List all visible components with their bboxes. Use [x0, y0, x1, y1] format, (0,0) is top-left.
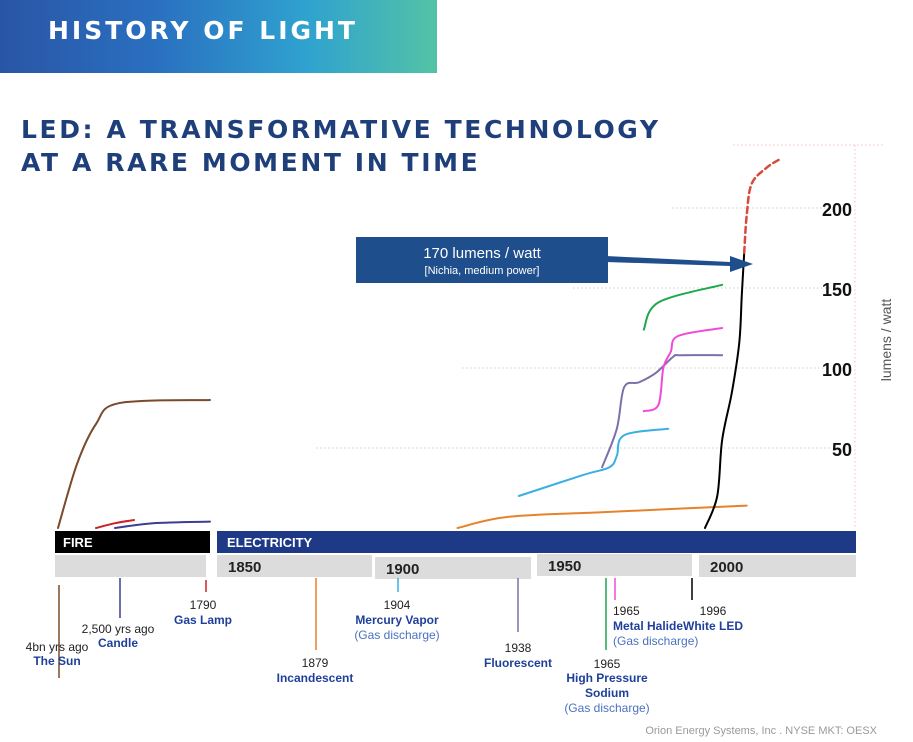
era-band-electricity: [217, 531, 856, 553]
series-line-gas-lamp: [95, 519, 135, 529]
event-year-5: 1938: [505, 641, 532, 655]
event-name-3: Incandescent: [277, 671, 354, 685]
event-year-7: 1965: [594, 657, 621, 671]
main-title: LED: A TRANSFORMATIVE TECHNOLOGY AT A RA…: [21, 113, 661, 179]
event-name-5: Fluorescent: [484, 656, 552, 670]
event-note-6: (Gas discharge): [613, 634, 698, 648]
y-tick-label-0: 50: [832, 440, 852, 460]
timeline-box-1900: [375, 557, 531, 579]
callout-box: [356, 237, 608, 283]
series-line-mercury-vapor: [517, 427, 670, 497]
timeline-box-prehistory: [55, 555, 206, 577]
event-name-8: White LED: [683, 619, 743, 633]
event-name-7-b: Sodium: [585, 686, 629, 700]
timeline-box-1850: [217, 555, 372, 577]
event-year-3: 1879: [302, 656, 329, 670]
series-line-white-led: [704, 251, 746, 529]
timeline-box-1950: [537, 554, 692, 576]
main-title-line2: AT A RARE MOMENT IN TIME: [21, 148, 481, 177]
event-year-2: 1790: [190, 598, 217, 612]
series-line-fluorescent: [601, 354, 724, 469]
event-year-8: 1996: [700, 604, 727, 618]
header-title: HISTORY OF LIGHT: [48, 16, 358, 45]
era-label-fire: FIRE: [63, 535, 93, 550]
event-name-7-a: High Pressure: [566, 671, 648, 685]
timeline-label-1900: 1900: [386, 561, 419, 578]
event-note-7: (Gas discharge): [564, 701, 649, 715]
timeline-label-1850: 1850: [228, 559, 261, 576]
event-name-0: The Sun: [33, 654, 80, 668]
callout-line1: 170 lumens / watt: [423, 245, 541, 262]
event-name-6: Metal Halide: [613, 619, 683, 633]
event-year-1: 2,500 yrs ago: [82, 622, 155, 636]
footer-credit: Orion Energy Systems, Inc . NYSE MKT: OE…: [645, 725, 877, 737]
callout-arrow: [606, 256, 753, 272]
event-year-6: 1965: [613, 604, 640, 618]
y-axis-label: lumens / watt: [878, 299, 894, 382]
timeline-label-1950: 1950: [548, 558, 581, 575]
era-label-electricity: ELECTRICITY: [227, 535, 313, 550]
callout-line2: [Nichia, medium power]: [425, 265, 540, 277]
timeline-label-2000: 2000: [710, 559, 743, 576]
timeline-box-2000: [699, 555, 856, 577]
event-year-0: 4bn yrs ago: [26, 640, 89, 654]
series-line-the-sun: [57, 399, 211, 529]
event-name-4: Mercury Vapor: [355, 613, 439, 627]
event-name-2: Gas Lamp: [174, 613, 232, 627]
event-note-4: (Gas discharge): [354, 628, 439, 642]
y-tick-label-3: 200: [822, 200, 852, 220]
series-line-incandescent: [456, 504, 748, 529]
main-title-line1: LED: A TRANSFORMATIVE TECHNOLOGY: [21, 115, 661, 144]
series-line-high-pressure-sodium: [642, 283, 724, 331]
event-year-4: 1904: [384, 598, 411, 612]
series-line-candle: [114, 520, 211, 529]
series-line-metal-halide: [642, 327, 724, 413]
series-line-white-led-projected: [742, 158, 780, 255]
era-band-fire: [55, 531, 210, 553]
header-band: [0, 0, 437, 73]
y-tick-label-1: 100: [822, 360, 852, 380]
event-name-1: Candle: [98, 636, 138, 650]
y-tick-label-2: 150: [822, 280, 852, 300]
